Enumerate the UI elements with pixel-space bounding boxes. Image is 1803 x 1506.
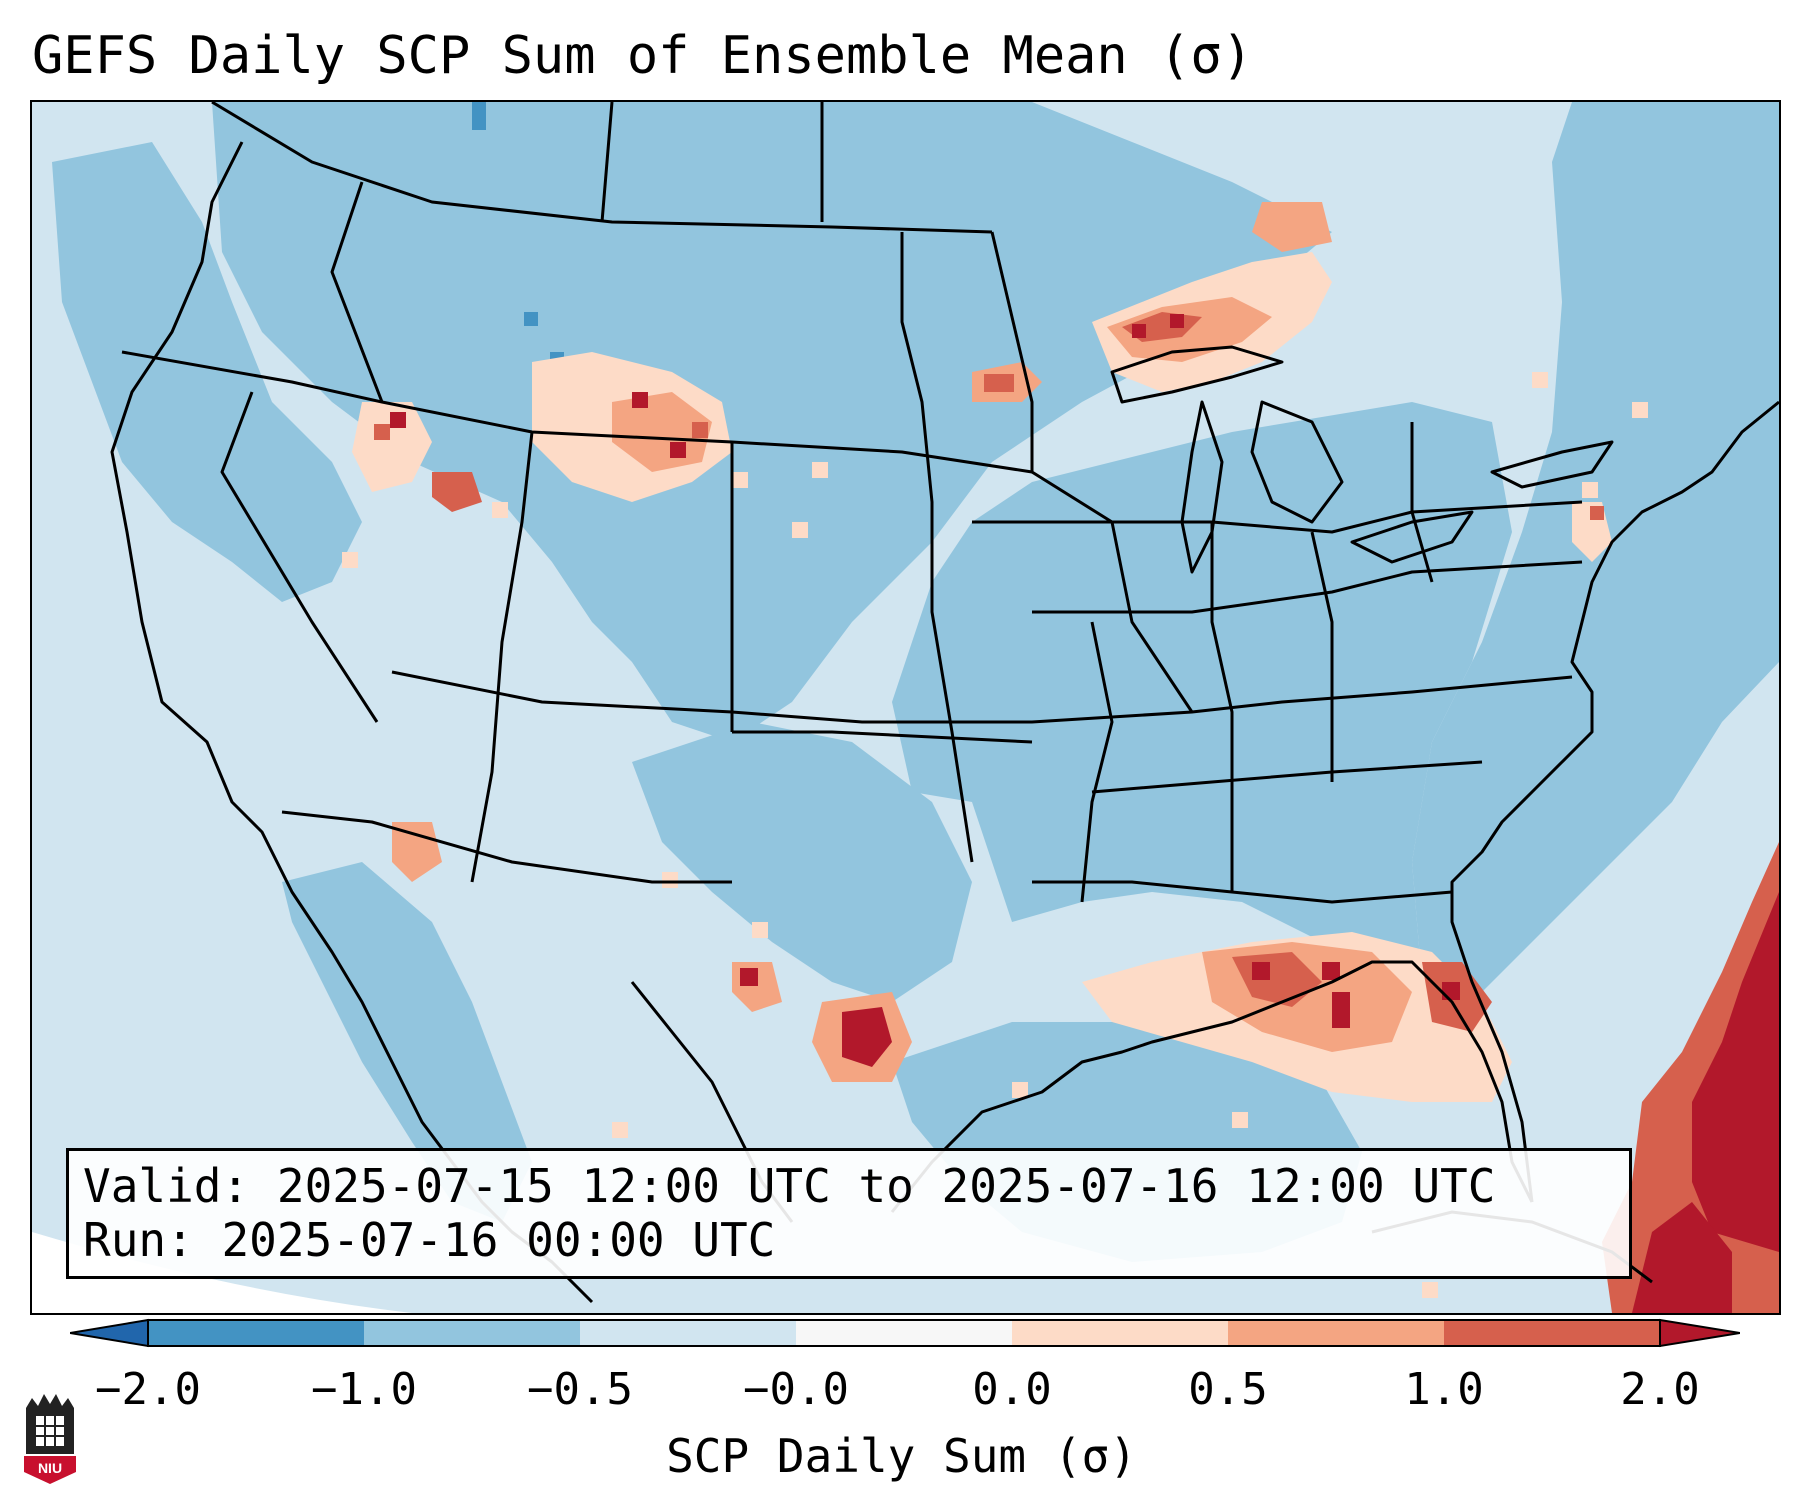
colorbar-outline bbox=[147, 1319, 1661, 1347]
colorbar-tick-label: 0.5 bbox=[1188, 1364, 1268, 1415]
valid-label: Valid: bbox=[83, 1159, 250, 1213]
colorbar-bin bbox=[1012, 1320, 1229, 1346]
above-normal-patches bbox=[352, 202, 1779, 1313]
scattered-cells bbox=[342, 372, 1648, 1298]
valid-time-box: Valid: 2025-07-15 12:00 UTC to 2025-07-1… bbox=[66, 1148, 1632, 1279]
colorbar-extend-high bbox=[1659, 1318, 1740, 1348]
scp-map bbox=[32, 102, 1779, 1313]
chart-title: GEFS Daily SCP Sum of Ensemble Mean (σ) bbox=[32, 26, 1253, 86]
colorbar-bin bbox=[1444, 1320, 1661, 1346]
colorbar-tick-label: −1.0 bbox=[311, 1364, 417, 1415]
colorbar-tick-label: 2.0 bbox=[1620, 1364, 1700, 1415]
valid-value: 2025-07-15 12:00 UTC to 2025-07-16 12:00… bbox=[276, 1159, 1496, 1213]
colorbar-bin bbox=[364, 1320, 581, 1346]
colorbar-tick-label: 1.0 bbox=[1404, 1364, 1484, 1415]
below-normal-regions bbox=[52, 102, 1779, 1262]
run-value: 2025-07-16 00:00 UTC bbox=[221, 1213, 776, 1267]
colorbar-tick-label: 0.0 bbox=[972, 1364, 1052, 1415]
colorbar-bin bbox=[1228, 1320, 1445, 1346]
colorbar-label: SCP Daily Sum (σ) bbox=[666, 1429, 1137, 1483]
colorbar-tick-label: −0.5 bbox=[527, 1364, 633, 1415]
run-label: Run: bbox=[83, 1213, 194, 1267]
colorbar-tick-label: −0.0 bbox=[743, 1364, 849, 1415]
colorbar bbox=[70, 1318, 1740, 1348]
colorbar-tick-label: −2.0 bbox=[95, 1364, 201, 1415]
valid-row: Valid: 2025-07-15 12:00 UTC to 2025-07-1… bbox=[83, 1159, 1615, 1213]
colorbar-bin bbox=[580, 1320, 797, 1346]
niu-logo: NIU bbox=[24, 1394, 76, 1484]
logo-text: NIU bbox=[38, 1460, 62, 1476]
colorbar-bin bbox=[148, 1320, 365, 1346]
projection-edge bbox=[32, 1232, 412, 1313]
map-panel bbox=[30, 100, 1781, 1315]
colorbar-bin bbox=[796, 1320, 1013, 1346]
colorbar-extend-low bbox=[70, 1318, 149, 1348]
run-row: Run: 2025-07-16 00:00 UTC bbox=[83, 1213, 1615, 1267]
